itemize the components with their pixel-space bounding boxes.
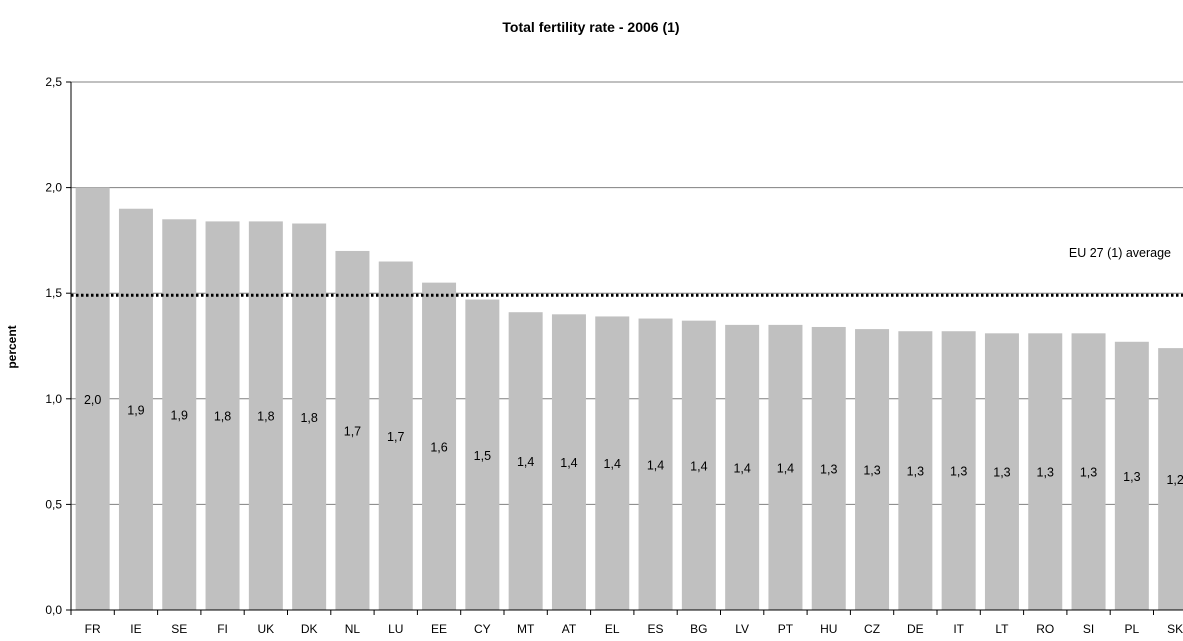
x-tick-label: EE	[431, 622, 447, 636]
data-label: 1,9	[127, 403, 144, 417]
x-tick-label: DK	[301, 622, 318, 636]
x-tick-label: LU	[388, 622, 403, 636]
reference-line-group: EU 27 (1) average	[71, 246, 1183, 297]
x-tick-label: LT	[995, 622, 1009, 636]
data-labels: 2,0 1,9 1,9 1,8 1,8 1,8 1,7 1,7 1,6 1,5 1,4 1,4 1,4 1…	[84, 393, 1183, 487]
bar-ro	[1028, 333, 1063, 610]
bar-lu	[378, 261, 413, 610]
data-label: 1,3	[820, 462, 837, 476]
data-label: 1,5	[474, 449, 491, 463]
x-tick-label: IE	[130, 622, 141, 636]
data-label: 1,7	[387, 430, 404, 444]
axes: 0,0 0,5 1,0 1,5 2,0 2,5 FR IE SE FI UK DK NL LU EE CY MT…	[45, 75, 1183, 636]
x-tick-label: CY	[474, 622, 491, 636]
bar-nl	[335, 250, 370, 610]
x-tick-label: BG	[690, 622, 707, 636]
x-tick-label: FI	[217, 622, 228, 636]
bar-ee	[422, 282, 457, 610]
bar-dk	[292, 223, 327, 610]
bar-ie	[118, 208, 153, 610]
data-label: 1,3	[1123, 470, 1140, 484]
data-label: 1,3	[1037, 466, 1054, 480]
bar-de	[898, 331, 933, 610]
bar-es	[638, 318, 673, 610]
y-axis-label: percent	[5, 325, 19, 368]
data-label: 1,8	[257, 410, 274, 424]
x-tick-label: FR	[85, 622, 101, 636]
bar-at	[551, 314, 586, 610]
bar-sk	[1158, 348, 1183, 610]
data-label: 1,8	[300, 411, 317, 425]
bar-cy	[465, 299, 500, 610]
y-tick-label: 1,0	[45, 392, 62, 406]
x-tick-label: LV	[735, 622, 749, 636]
bar-cz	[855, 329, 890, 610]
bar-lv	[725, 324, 760, 610]
chart-title: Total fertility rate - 2006 (1)	[502, 19, 679, 35]
y-tick-label: 1,5	[45, 286, 62, 300]
bar-fr	[75, 187, 110, 610]
y-tick-label: 2,5	[45, 75, 62, 89]
y-tick-label: 2,0	[45, 181, 62, 195]
bar-si	[1071, 333, 1106, 610]
data-label: 1,3	[950, 465, 967, 479]
x-tick-label: MT	[517, 622, 535, 636]
bar-pl	[1114, 341, 1149, 610]
data-label: 1,4	[690, 459, 707, 473]
data-label: 1,6	[430, 440, 447, 454]
data-label: 1,9	[171, 409, 188, 423]
x-tick-label: IT	[953, 622, 964, 636]
data-label: 1,2	[1166, 473, 1183, 487]
x-tick-label: HU	[820, 622, 837, 636]
data-label: 1,4	[560, 456, 577, 470]
bar-el	[595, 316, 630, 610]
data-label: 1,4	[733, 461, 750, 475]
x-tick-label: SE	[171, 622, 187, 636]
data-label: 1,4	[777, 461, 794, 475]
bar-lt	[984, 333, 1019, 610]
x-tick-label: SI	[1083, 622, 1094, 636]
x-tick-label: CZ	[864, 622, 880, 636]
x-tick-label: UK	[258, 622, 275, 636]
bar-fi	[205, 221, 240, 610]
bar-bg	[681, 320, 716, 610]
bar-hu	[811, 326, 846, 610]
x-tick-label: ES	[648, 622, 664, 636]
data-label: 1,3	[907, 465, 924, 479]
eu-average-label: EU 27 (1) average	[1069, 246, 1171, 260]
data-label: 1,3	[993, 466, 1010, 480]
data-label: 1,4	[604, 457, 621, 471]
bars	[75, 187, 1183, 610]
data-label: 1,3	[1080, 466, 1097, 480]
data-label: 1,4	[517, 455, 534, 469]
x-tick-label: NL	[345, 622, 361, 636]
y-tick-label: 0,5	[45, 497, 62, 511]
x-tick-label: PT	[778, 622, 794, 636]
bar-se	[162, 219, 197, 610]
bar-mt	[508, 312, 543, 610]
bar-uk	[248, 221, 283, 610]
x-tick-label: SK	[1167, 622, 1183, 636]
x-tick-label: EL	[605, 622, 620, 636]
data-label: 1,3	[863, 464, 880, 478]
data-label: 1,7	[344, 424, 361, 438]
x-tick-label: AT	[562, 622, 577, 636]
data-label: 1,8	[214, 410, 231, 424]
data-label: 2,0	[84, 393, 101, 407]
data-label: 1,4	[647, 458, 664, 472]
x-tick-label: RO	[1036, 622, 1054, 636]
bar-pt	[768, 324, 803, 610]
bar-it	[941, 331, 976, 610]
x-tick-label: PL	[1125, 622, 1140, 636]
y-tick-label: 0,0	[45, 603, 62, 617]
x-tick-label: DE	[907, 622, 924, 636]
